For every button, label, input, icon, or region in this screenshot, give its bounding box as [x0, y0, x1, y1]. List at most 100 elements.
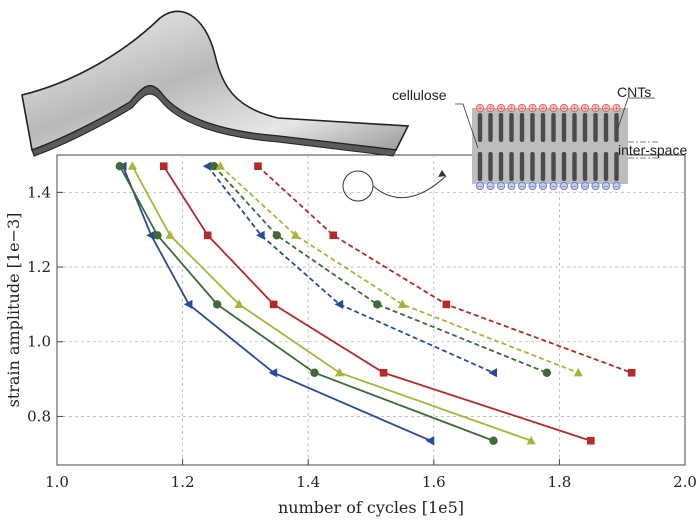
negative-charge-sign: − [614, 183, 620, 191]
cnt-rod [603, 113, 609, 142]
data-point [573, 367, 583, 377]
negative-charge [496, 181, 505, 190]
series-red-dashed [254, 162, 636, 377]
negative-charge-sign: − [603, 183, 609, 191]
positive-charge-sign: + [593, 105, 599, 113]
data-point [165, 230, 175, 239]
cnt-rod [582, 152, 588, 181]
series-line-green-dashed [213, 165, 548, 374]
cnt-rod [561, 113, 567, 142]
data-point [234, 299, 244, 308]
positive-charge [528, 104, 537, 113]
cnts-label: CNTs [617, 84, 651, 100]
positive-charge [560, 104, 569, 113]
positive-charge-sign: + [603, 105, 609, 113]
cnt-rod [572, 113, 577, 142]
x-tick-label: 1.0 [45, 473, 69, 491]
y-axis-label: strain amplitude [1e−3] [4, 213, 23, 408]
zoom-arrow [372, 175, 447, 199]
cnts-leader [617, 97, 655, 129]
plot-frame [56, 154, 686, 466]
data-point [627, 368, 636, 377]
positive-charges: + + + + + + + + + + + + + + [475, 104, 621, 113]
cnt-rod [551, 113, 556, 142]
y-tick-label: 1.4 [27, 183, 51, 201]
x-tick-label: 1.6 [422, 473, 446, 491]
cnt-rod [477, 152, 483, 181]
y-tick-label: 1.2 [27, 258, 51, 276]
cnt-rod [614, 152, 619, 181]
positive-charge-sign: + [477, 105, 483, 113]
positive-charge-sign: + [530, 105, 536, 113]
data-point [291, 230, 301, 239]
cnt-rods-top [477, 113, 619, 142]
data-point [272, 231, 281, 240]
data-point [334, 299, 344, 309]
positive-charge-sign: + [614, 105, 620, 113]
cnt-rod [561, 152, 567, 181]
series-group [115, 161, 636, 446]
positive-charge [486, 104, 495, 113]
data-point [115, 162, 125, 171]
data-point [202, 161, 212, 171]
negative-charge-sign: − [551, 183, 557, 191]
cnt-rod [572, 152, 577, 181]
x-tick-label: 1.4 [296, 473, 320, 491]
negative-charge [549, 181, 558, 190]
series-olive-dashed [215, 161, 583, 377]
positive-charge-sign: + [509, 105, 515, 113]
data-point [127, 161, 137, 170]
series-line-red-dashed [257, 165, 632, 374]
positive-charge [475, 104, 484, 113]
negative-charge-sign: − [509, 183, 515, 191]
negative-charge [518, 181, 527, 190]
negative-charge-sign: − [498, 183, 504, 191]
cnt-rod [498, 113, 504, 142]
positive-charge-sign: + [540, 105, 546, 113]
cnt-rod [530, 113, 535, 142]
positive-charge [496, 104, 505, 113]
curved-sheet-illustration [21, 10, 410, 157]
data-point [254, 162, 262, 171]
data-point [489, 436, 498, 445]
negative-charge [486, 181, 495, 190]
data-point [488, 368, 498, 378]
data-point [526, 435, 536, 445]
data-point [159, 162, 168, 171]
cnt-rod [498, 152, 504, 181]
interspace-label: inter-space [618, 142, 687, 158]
negative-charge-sign: − [540, 183, 546, 191]
series-green-solid [115, 162, 498, 445]
series-red-solid [159, 162, 595, 445]
positive-charge-sign: + [572, 105, 578, 113]
cnt-rods-bottom [477, 152, 619, 181]
data-point [442, 300, 451, 309]
cnt-rod [519, 113, 525, 142]
positive-charge-sign: + [498, 105, 504, 113]
negative-charge [581, 181, 590, 190]
data-point [310, 368, 319, 377]
grid [57, 155, 685, 465]
negative-charge [507, 181, 516, 190]
data-point [146, 230, 155, 240]
data-point [379, 368, 388, 377]
cellulose-leader [455, 103, 479, 149]
positive-charge-sign: + [519, 105, 525, 113]
axis-ticks: 1.0 1.2 1.4 1.6 1.8 2.0 0.8 1.0 1.2 1.4 [27, 183, 697, 491]
positive-charge [549, 104, 558, 113]
negative-charge [602, 181, 611, 190]
cnt-rod [582, 113, 588, 142]
data-point [215, 161, 225, 170]
negative-charge [475, 181, 484, 190]
cnt-rod [540, 152, 546, 181]
series-green-dashed [209, 162, 552, 377]
positive-charge [539, 104, 548, 113]
negative-charge-sign: − [572, 183, 578, 191]
cnt-rod [593, 152, 598, 181]
negative-charge-sign: − [561, 183, 567, 191]
data-point [335, 367, 345, 377]
cnt-rod [488, 152, 493, 181]
series-blue-dashed [202, 161, 498, 378]
data-point [373, 300, 382, 309]
